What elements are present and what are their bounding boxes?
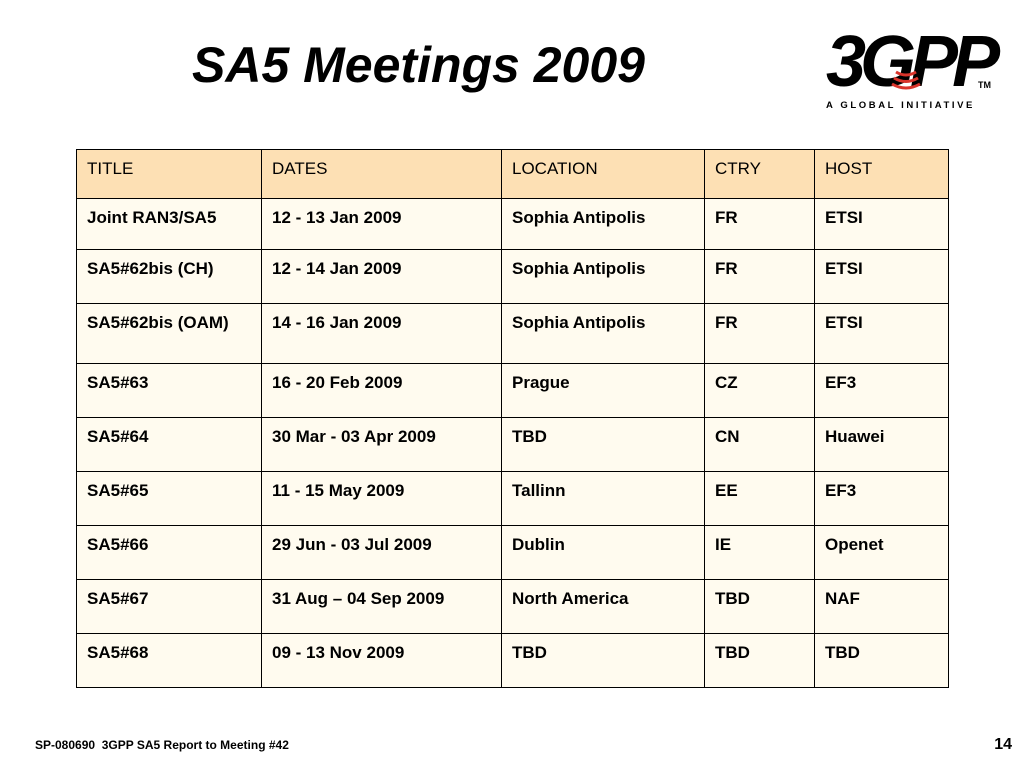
table-row: SA5#62bis (CH) 12 - 14 Jan 2009 Sophia A…	[76, 249, 949, 304]
cell-location: Dublin	[501, 525, 705, 580]
table-row: SA5#68 09 - 13 Nov 2009 TBD TBD TBD	[76, 633, 949, 688]
cell-host: EF3	[814, 363, 949, 418]
cell-title: SA5#62bis (CH)	[76, 249, 262, 304]
cell-country: FR	[704, 198, 815, 250]
cell-dates: 11 - 15 May 2009	[261, 471, 502, 526]
cell-dates: 16 - 20 Feb 2009	[261, 363, 502, 418]
cell-country: CZ	[704, 363, 815, 418]
cell-dates: 30 Mar - 03 Apr 2009	[261, 417, 502, 472]
cell-country: CN	[704, 417, 815, 472]
cell-location: Sophia Antipolis	[501, 249, 705, 304]
table-header-row: TITLE DATES LOCATION CTRY HOST	[76, 149, 949, 199]
cell-location: Prague	[501, 363, 705, 418]
meetings-table: TITLE DATES LOCATION CTRY HOST Joint RAN…	[76, 149, 949, 688]
cell-location: Sophia Antipolis	[501, 303, 705, 364]
cell-country: FR	[704, 249, 815, 304]
cell-dates: 14 - 16 Jan 2009	[261, 303, 502, 364]
cell-location: Sophia Antipolis	[501, 198, 705, 250]
cell-dates: 29 Jun - 03 Jul 2009	[261, 525, 502, 580]
header-location: LOCATION	[501, 149, 705, 199]
logo-trademark: TM	[978, 80, 991, 90]
cell-title: SA5#64	[76, 417, 262, 472]
cell-dates: 12 - 13 Jan 2009	[261, 198, 502, 250]
table-row: SA5#62bis (OAM) 14 - 16 Jan 2009 Sophia …	[76, 303, 949, 364]
cell-host: Huawei	[814, 417, 949, 472]
3gpp-logo: 3GPP TM	[822, 8, 1002, 118]
slide-title: SA5 Meetings 2009	[192, 37, 645, 93]
cell-country: TBD	[704, 579, 815, 634]
table-row: SA5#63 16 - 20 Feb 2009 Prague CZ EF3	[76, 363, 949, 418]
cell-host: TBD	[814, 633, 949, 688]
table-row: SA5#66 29 Jun - 03 Jul 2009 Dublin IE Op…	[76, 525, 949, 580]
header-host: HOST	[814, 149, 949, 199]
logo-tagline: A GLOBAL INITIATIVE	[826, 100, 975, 111]
cell-country: FR	[704, 303, 815, 364]
table-row: Joint RAN3/SA5 12 - 13 Jan 2009 Sophia A…	[76, 198, 949, 250]
cell-host: NAF	[814, 579, 949, 634]
table-row: SA5#65 11 - 15 May 2009 Tallinn EE EF3	[76, 471, 949, 526]
cell-location: Tallinn	[501, 471, 705, 526]
cell-dates: 31 Aug – 04 Sep 2009	[261, 579, 502, 634]
logo-wordmark: 3GPP	[826, 22, 1001, 102]
header-title: TITLE	[76, 149, 262, 199]
footer-document-reference: SP-080690 3GPP SA5 Report to Meeting #42	[35, 738, 289, 752]
table-row: SA5#67 31 Aug – 04 Sep 2009 North Americ…	[76, 579, 949, 634]
cell-host: ETSI	[814, 198, 949, 250]
cell-dates: 12 - 14 Jan 2009	[261, 249, 502, 304]
cell-title: SA5#67	[76, 579, 262, 634]
cell-title: SA5#65	[76, 471, 262, 526]
cell-country: TBD	[704, 633, 815, 688]
signal-waves-icon	[891, 70, 921, 90]
cell-title: SA5#66	[76, 525, 262, 580]
cell-host: ETSI	[814, 303, 949, 364]
header-dates: DATES	[261, 149, 502, 199]
cell-host: EF3	[814, 471, 949, 526]
cell-country: IE	[704, 525, 815, 580]
cell-title: SA5#62bis (OAM)	[76, 303, 262, 364]
cell-title: SA5#68	[76, 633, 262, 688]
cell-location: TBD	[501, 633, 705, 688]
cell-dates: 09 - 13 Nov 2009	[261, 633, 502, 688]
cell-title: SA5#63	[76, 363, 262, 418]
table-row: SA5#64 30 Mar - 03 Apr 2009 TBD CN Huawe…	[76, 417, 949, 472]
page-number: 14	[994, 736, 1012, 753]
cell-location: TBD	[501, 417, 705, 472]
header-country: CTRY	[704, 149, 815, 199]
cell-host: Openet	[814, 525, 949, 580]
cell-country: EE	[704, 471, 815, 526]
cell-location: North America	[501, 579, 705, 634]
cell-title: Joint RAN3/SA5	[76, 198, 262, 250]
cell-host: ETSI	[814, 249, 949, 304]
